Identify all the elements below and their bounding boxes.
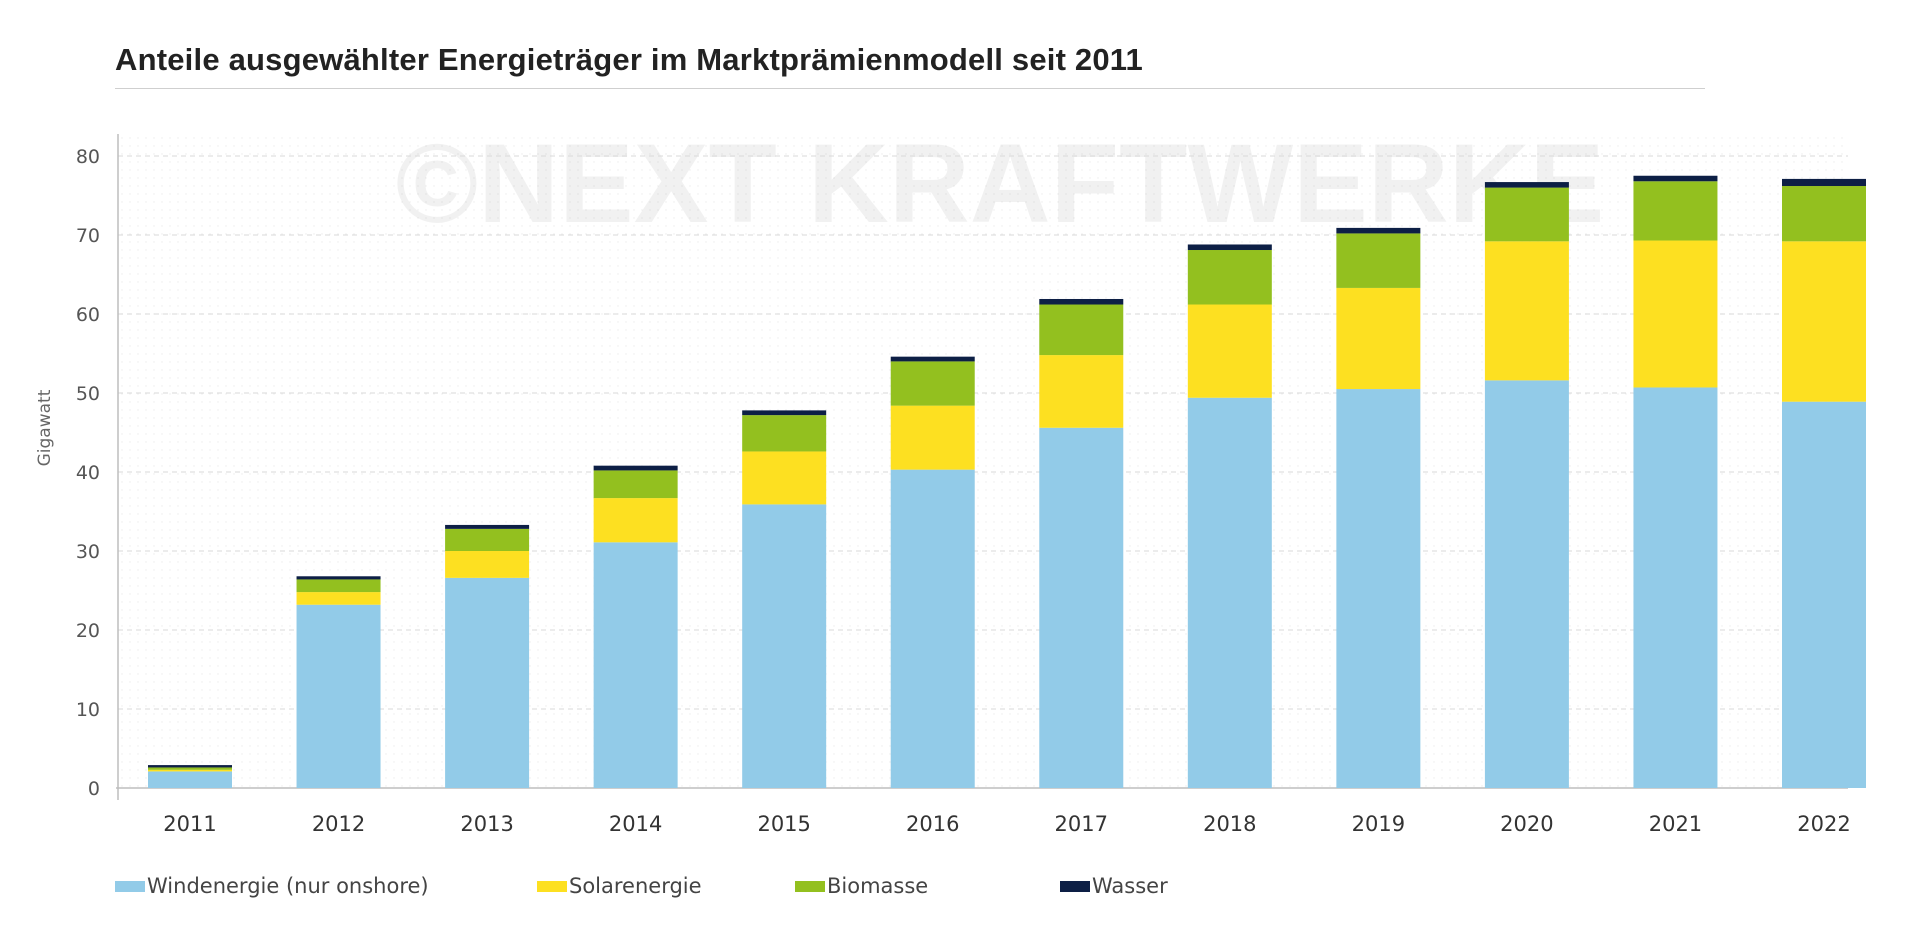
title-divider	[115, 88, 1705, 89]
bar-segment-solarenergie	[445, 551, 530, 578]
x-tick-label: 2014	[609, 812, 662, 836]
bar-segment-solarenergie	[1633, 240, 1718, 388]
bar-segment-windenergie-nur-onshore	[1782, 401, 1866, 788]
bar-segment-solarenergie	[1336, 287, 1421, 390]
y-tick-label: 60	[76, 304, 100, 326]
legend-item: Solarenergie	[537, 874, 702, 898]
x-tick-label: 2020	[1500, 812, 1553, 836]
bar-segment-wasser	[1782, 178, 1866, 187]
x-tick-label: 2011	[163, 812, 216, 836]
legend-item: Biomasse	[795, 874, 928, 898]
bar-segment-biomasse	[1336, 233, 1421, 288]
watermark-text: ©NEXT KRAFTWERKE	[396, 121, 1605, 246]
y-tick-label: 0	[88, 778, 100, 800]
x-tick-label: 2012	[312, 812, 365, 836]
bar-segment-solarenergie	[890, 405, 975, 470]
x-tick-label: 2018	[1203, 812, 1256, 836]
legend-swatch	[537, 880, 567, 892]
x-tick-label: 2015	[757, 812, 810, 836]
bar-segment-wasser	[1336, 227, 1421, 234]
x-tick-label: 2016	[906, 812, 959, 836]
bar-segment-wasser	[296, 576, 381, 580]
legend-label: Solarenergie	[569, 874, 702, 898]
bar-segment-biomasse	[1187, 250, 1272, 305]
legend-label: Wasser	[1092, 874, 1168, 898]
bar-segment-biomasse	[445, 528, 530, 551]
legend-item: Wasser	[1060, 874, 1168, 898]
bar-segment-windenergie-nur-onshore	[890, 469, 975, 788]
bar-segment-wasser	[1187, 244, 1272, 251]
y-tick-label: 70	[76, 225, 100, 247]
legend-item: Windenergie (nur onshore)	[115, 874, 429, 898]
bar-segment-windenergie-nur-onshore	[593, 542, 678, 788]
bar-segment-biomasse	[742, 415, 827, 452]
bar-segment-windenergie-nur-onshore	[1633, 387, 1718, 788]
y-tick-label: 30	[76, 541, 100, 563]
bar-segment-biomasse	[296, 579, 381, 593]
x-tick-label: 2017	[1055, 812, 1108, 836]
bar-segment-windenergie-nur-onshore	[742, 504, 827, 788]
bar-segment-wasser	[742, 410, 827, 416]
y-axis-label: Gigawatt	[35, 389, 55, 466]
x-tick-label: 2019	[1352, 812, 1405, 836]
bar-segment-solarenergie	[1484, 241, 1569, 381]
y-tick-label: 40	[76, 462, 100, 484]
bar-segment-windenergie-nur-onshore	[148, 771, 232, 788]
y-tick-label: 10	[76, 699, 100, 721]
bar-segment-biomasse	[1039, 304, 1124, 356]
bar-segment-wasser	[1633, 175, 1718, 182]
bar-segment-wasser	[445, 524, 530, 529]
bar-segment-biomasse	[1484, 187, 1569, 242]
bar-segment-biomasse	[593, 470, 678, 499]
y-tick-label: 20	[76, 620, 100, 642]
legend-label: Biomasse	[827, 874, 929, 898]
bar-segment-biomasse	[1633, 181, 1718, 241]
bar-segment-windenergie-nur-onshore	[1484, 380, 1569, 788]
bar-segment-wasser	[148, 765, 232, 768]
y-tick-label: 50	[76, 383, 100, 405]
legend-swatch	[115, 880, 145, 892]
legend-swatch	[1060, 880, 1090, 892]
bar-segment-biomasse	[1782, 186, 1866, 242]
legend-label: Windenergie (nur onshore)	[147, 874, 429, 898]
bar-segment-windenergie-nur-onshore	[296, 604, 381, 788]
bar-segment-solarenergie	[1187, 304, 1272, 398]
bar-segment-wasser	[890, 356, 975, 362]
x-tick-label: 2021	[1649, 812, 1702, 836]
chart-title: Anteile ausgewählter Energieträger im Ma…	[115, 42, 1143, 77]
bar-segment-wasser	[1484, 182, 1569, 188]
bar-segment-wasser	[593, 465, 678, 471]
bar-segment-solarenergie	[296, 592, 381, 605]
bar-segment-solarenergie	[1782, 241, 1866, 402]
bar-segment-windenergie-nur-onshore	[445, 577, 530, 788]
bar-segment-biomasse	[890, 361, 975, 406]
bar-segment-windenergie-nur-onshore	[1039, 427, 1124, 788]
bar-segment-biomasse	[148, 767, 232, 770]
bar-segment-solarenergie	[742, 451, 827, 505]
x-tick-label: 2022	[1797, 812, 1850, 836]
x-tick-label: 2013	[460, 812, 513, 836]
bar-segment-solarenergie	[148, 769, 232, 772]
bar-segment-wasser	[1039, 298, 1124, 305]
y-tick-label: 80	[76, 146, 100, 168]
bar-segment-solarenergie	[1039, 355, 1124, 428]
bar-segment-solarenergie	[593, 498, 678, 543]
legend-swatch	[795, 880, 825, 892]
bar-segment-windenergie-nur-onshore	[1187, 397, 1272, 788]
chart-legend: Windenergie (nur onshore) Solarenergie Bio…	[115, 874, 1865, 904]
bar-segment-windenergie-nur-onshore	[1336, 389, 1421, 788]
